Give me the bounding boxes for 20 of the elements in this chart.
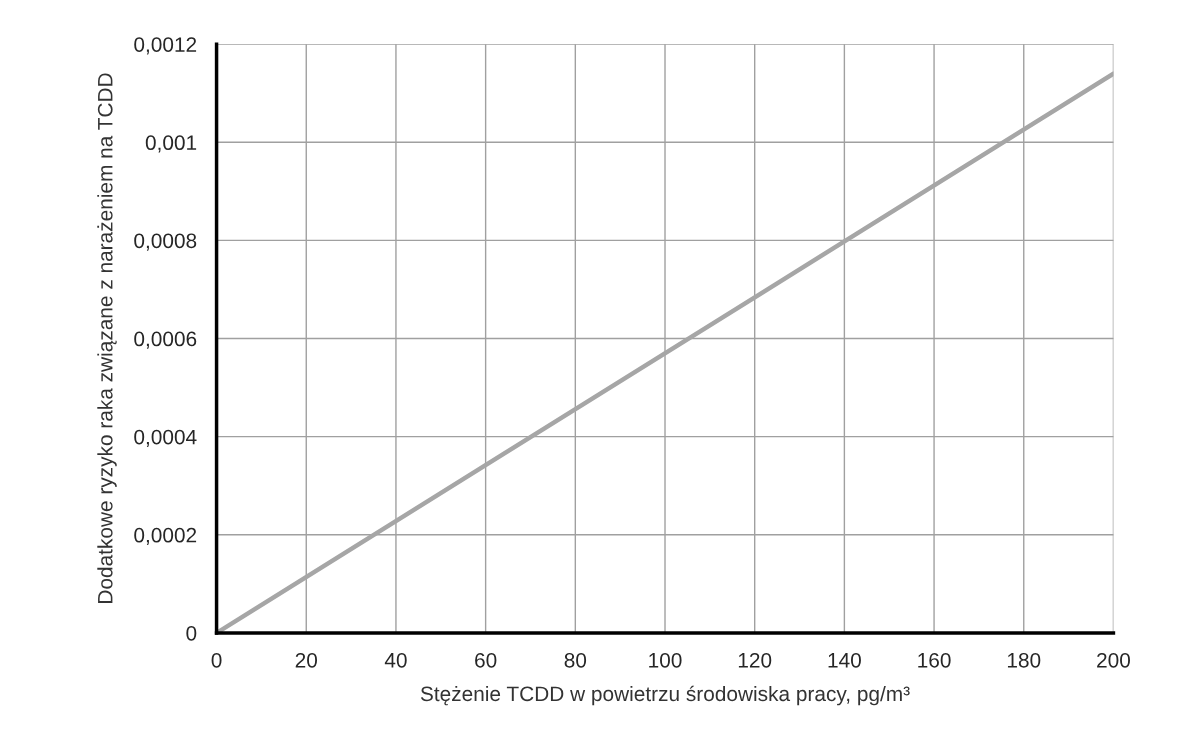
y-axis-title: Dodatkowe ryzyko raka związane z narażeniem na TCDD [97,73,117,603]
y-tick-label: 0,0004 [134,429,197,447]
y-tick-label: 0,0008 [134,233,197,251]
x-tick-label: 0 [211,652,222,668]
y-tick-label: 0,001 [145,135,197,153]
x-tick-label: 40 [384,652,407,668]
x-tick-label: 60 [475,652,497,668]
x-tick-label: 100 [649,652,682,668]
x-tick-label: 120 [738,652,772,668]
y-tick-label: 0,0006 [134,331,197,349]
y-tick-label: 0,0012 [134,37,197,55]
x-tick-label: 200 [1097,652,1131,668]
x-axis-title: Stężenie TCDD w powietrzu środowiska pracy, pg/m³ [420,685,910,706]
y-tick-label: 0 [186,625,197,641]
x-tick-label: 80 [564,652,587,668]
x-tick-label: 160 [918,652,951,668]
y-tick-label: 0,0002 [134,527,197,545]
x-tick-label: 140 [828,652,861,668]
x-tick-label: 180 [1007,652,1041,668]
x-tick-label: 20 [295,652,318,668]
